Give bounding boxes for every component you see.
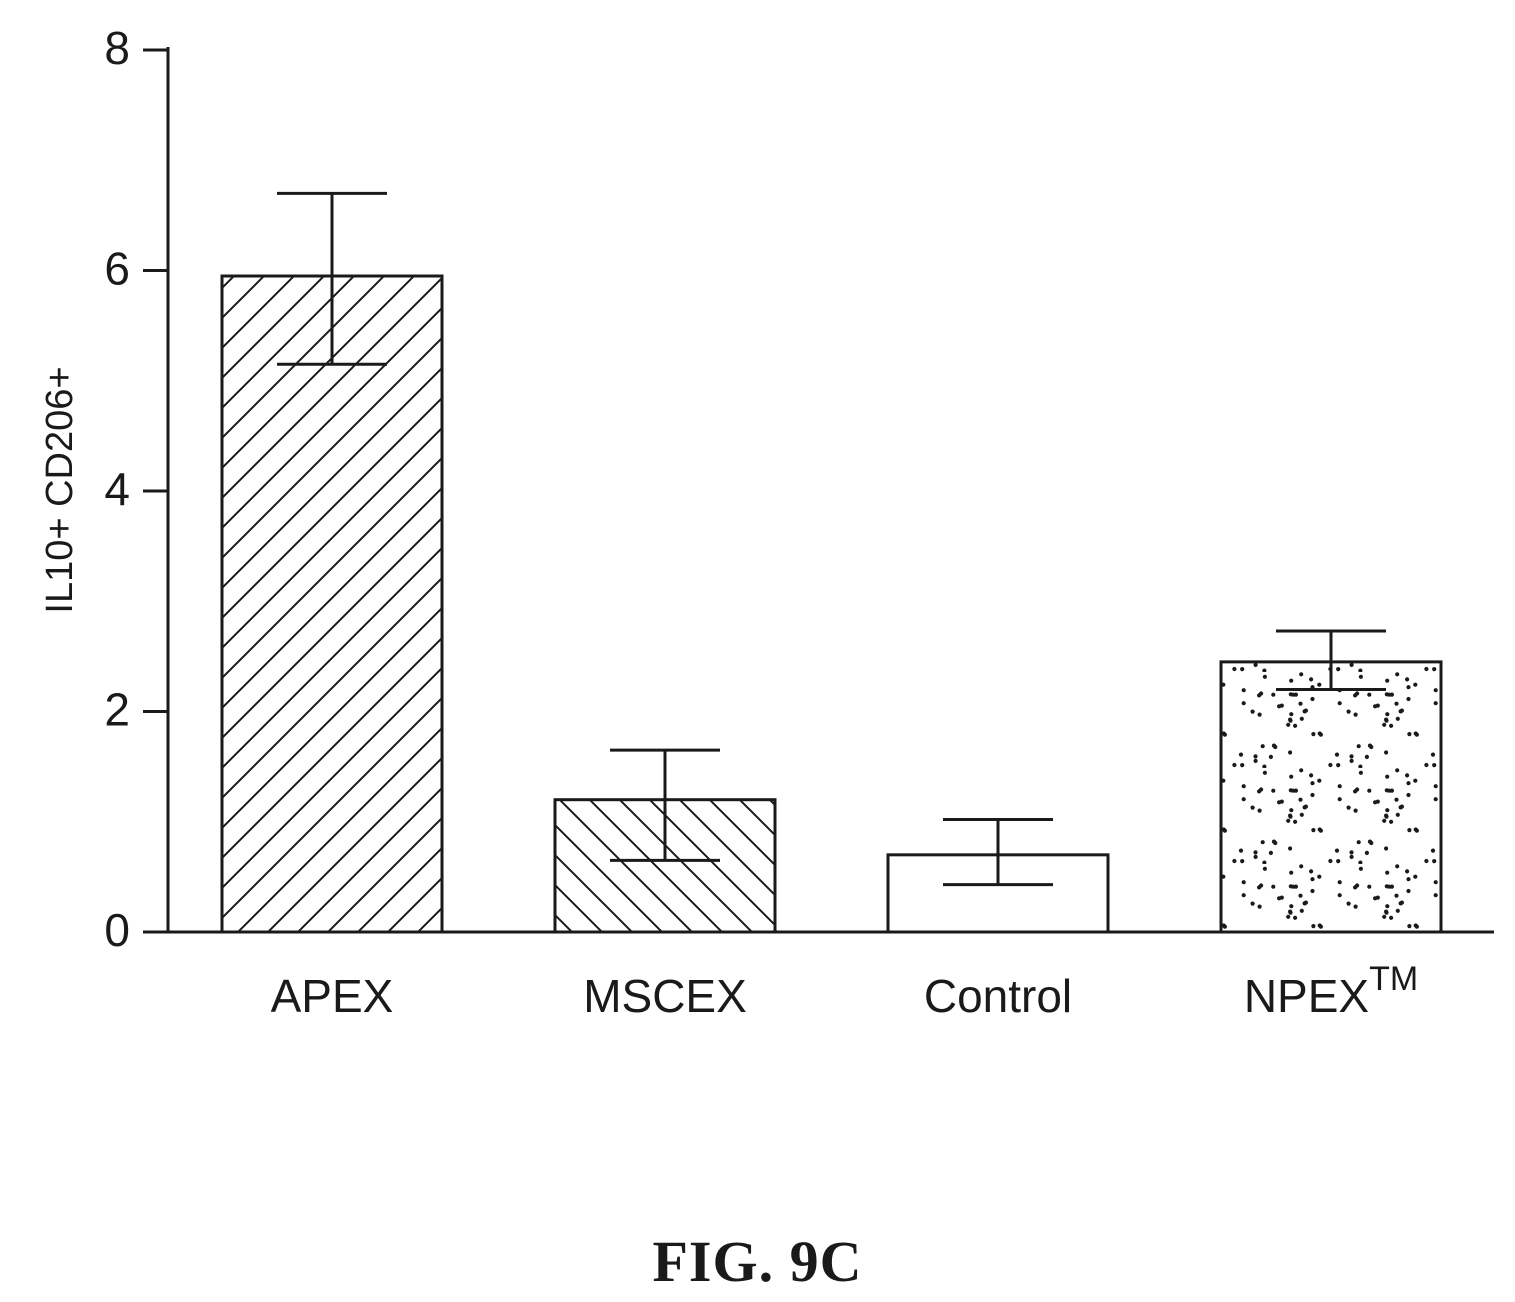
error-bar — [610, 748, 720, 862]
x-tick-label: Control — [924, 970, 1072, 1022]
error-bar — [943, 818, 1053, 887]
figure-caption: FIG. 9C — [652, 1229, 863, 1294]
y-tick-label: 8 — [104, 22, 130, 74]
x-tick-label: APEX — [271, 970, 394, 1022]
x-tick-labels: APEX MSCEX Control NPEXTM — [271, 960, 1419, 1022]
error-bars — [277, 191, 1386, 887]
x-tick-label: MSCEX — [583, 970, 747, 1022]
error-bar — [1276, 629, 1386, 691]
y-axis-label: IL10+ CD206+ — [39, 366, 81, 613]
x-tick-label-superscript: TM — [1369, 960, 1418, 998]
y-tick-label: 4 — [104, 463, 130, 515]
y-tick-label: 2 — [104, 684, 130, 736]
y-tick-label: 6 — [104, 243, 130, 295]
x-tick-label: NPEXTM — [1244, 960, 1418, 1022]
y-tick-label: 0 — [104, 904, 130, 956]
error-bar — [277, 191, 387, 366]
bar-apex — [220, 274, 444, 934]
bar-npex — [1219, 660, 1443, 934]
y-ticks: 0 2 4 6 8 — [104, 22, 168, 956]
bars — [220, 274, 1443, 934]
